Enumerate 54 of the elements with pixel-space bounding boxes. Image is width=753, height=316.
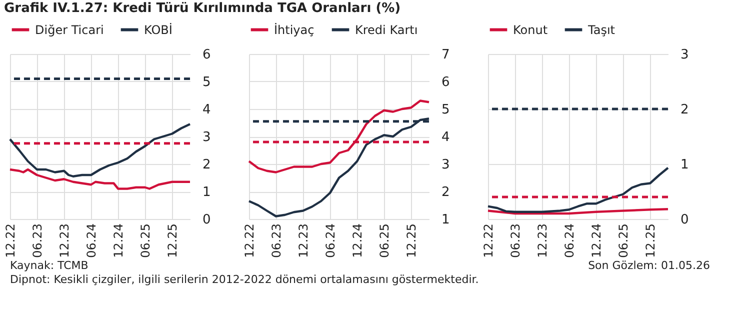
x-tick-label: 06.25 [378, 224, 392, 258]
y-tick-label: 3 [202, 130, 211, 145]
y-tick-label: 1 [680, 158, 689, 172]
x-tick-label: 12.23 [296, 224, 310, 258]
x-tick-label: 12.25 [166, 224, 180, 258]
x-tick-label: 06.25 [616, 224, 631, 258]
x-tick-label: 12.25 [404, 224, 419, 258]
x-tick-label: 12.22 [482, 224, 496, 258]
x-tick-label: 12.23 [57, 224, 72, 258]
y-tick-label: 2 [680, 102, 689, 118]
x-tick-label: 12.23 [535, 224, 550, 258]
y-tick-label: 3 [680, 48, 689, 62]
y-tick-label: 3 [442, 158, 450, 172]
x-tick-label: 12.24 [350, 224, 365, 258]
y-tick-label: 2 [202, 158, 211, 172]
y-tick-label: 5 [202, 75, 211, 90]
y-tick-label: 1 [442, 212, 450, 228]
x-tick-label: 06.24 [562, 224, 577, 258]
y-tick-label: 0 [202, 212, 211, 228]
line-series [8, 168, 192, 190]
x-tick-label: 06.23 [269, 224, 284, 258]
line-series [486, 166, 670, 213]
x-tick-label: 12.22 [242, 224, 256, 258]
y-tick-label: 0 [680, 212, 689, 228]
y-tick-label: 6 [202, 48, 211, 62]
legend-label: KOBİ [144, 22, 172, 37]
x-tick-label: 06.23 [30, 224, 44, 258]
x-tick-label: 06.24 [84, 224, 99, 258]
y-tick-label: 4 [202, 102, 211, 118]
x-tick-label: 06.25 [138, 224, 153, 258]
text: Kaynak: TCMB [10, 259, 88, 272]
x-tick-label: 06.24 [324, 224, 338, 258]
y-tick-label: 4 [442, 130, 450, 145]
line-series [248, 100, 430, 174]
legend-label: Diğer Ticari [35, 22, 104, 37]
line-series [248, 118, 430, 218]
x-tick-label: 12.25 [644, 224, 658, 258]
line-series [8, 123, 192, 178]
text: Son Gözlem: 01.05.26 [588, 259, 710, 272]
legend-label: İhtiyaç [274, 22, 314, 37]
y-tick-label: 2 [442, 185, 450, 200]
x-tick-label: 12.24 [590, 224, 604, 258]
text: Dipnot: Kesikli çizgiler, ilgili serilerin 2012-2022 dönemi ortalamasını göstermektedir. [10, 272, 479, 286]
chart-title: Grafik IV.1.27: Kredi Türü Kırılımında TGA Oranları (%) [4, 1, 401, 16]
legend-label: Kredi Kartı [355, 22, 418, 37]
x-tick-label: 12.24 [112, 224, 126, 258]
y-tick-label: 6 [442, 75, 450, 90]
x-tick-label: 06.23 [508, 224, 522, 258]
y-tick-label: 5 [442, 102, 450, 118]
legend-label: Konut [513, 22, 548, 37]
y-tick-label: 1 [202, 185, 211, 200]
x-tick-label: 12.22 [4, 224, 18, 258]
legend-label: Taşıt [587, 22, 616, 37]
y-tick-label: 7 [442, 48, 450, 62]
